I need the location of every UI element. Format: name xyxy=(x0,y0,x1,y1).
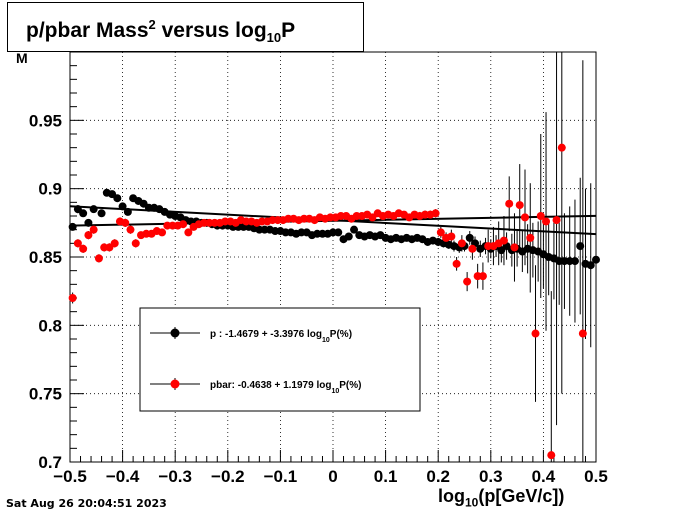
data-point-p xyxy=(118,202,127,211)
data-point-pbar xyxy=(536,212,545,220)
data-point-pbar xyxy=(510,243,519,252)
data-point-pbar xyxy=(89,225,98,234)
x-axis-label: log10(p[GeV/c]) xyxy=(438,486,565,510)
x-tick-label: 0.3 xyxy=(479,467,503,486)
data-point-pbar xyxy=(84,231,93,240)
data-point-pbar xyxy=(179,220,188,229)
x-tick-label: 0 xyxy=(328,467,337,486)
data-point-pbar xyxy=(526,233,535,242)
data-point-pbar xyxy=(94,254,103,263)
date-stamp: Sat Aug 26 20:04:51 2023 xyxy=(6,497,167,510)
data-point-pbar xyxy=(79,244,88,253)
data-point-p xyxy=(576,242,585,251)
legend-label: p : -1.4679 + -3.3976 log10P(%) xyxy=(210,329,352,344)
data-point-pbar xyxy=(557,143,566,152)
data-point-p xyxy=(586,261,595,270)
data-point-pbar xyxy=(552,216,561,225)
fit-line-1 xyxy=(69,214,597,227)
data-point-p xyxy=(68,222,77,231)
legend-label: pbar: -0.4638 + 1.1979 log10P(%) xyxy=(210,380,361,395)
data-point-p xyxy=(570,257,579,266)
data-point-pbar xyxy=(431,209,440,218)
x-tick-label: −0.4 xyxy=(106,467,140,486)
y-tick-label: 0.8 xyxy=(38,316,62,335)
data-point-p xyxy=(123,207,132,216)
data-point-pbar xyxy=(436,228,445,237)
data-point-pbar xyxy=(73,239,82,248)
data-point-pbar xyxy=(184,228,193,237)
data-point-pbar xyxy=(110,239,119,248)
data-point-pbar xyxy=(578,329,587,338)
data-point-pbar xyxy=(478,272,487,281)
data-point-pbar xyxy=(121,218,130,227)
data-point-p xyxy=(89,205,98,214)
data-point-pbar xyxy=(468,244,477,253)
data-point-pbar xyxy=(542,217,551,226)
data-point-pbar xyxy=(463,277,472,286)
data-point-pbar xyxy=(520,213,529,222)
chart-title: p/pbar Mass2 versus log10P xyxy=(26,17,296,46)
data-point-p xyxy=(113,194,122,203)
data-point-pbar xyxy=(505,199,514,208)
data-point-p xyxy=(97,209,106,218)
x-tick-label: 0.1 xyxy=(374,467,398,486)
x-tick-label: 0.4 xyxy=(532,467,556,486)
y-tick-label: 0.85 xyxy=(29,248,62,267)
x-tick-label: 0.5 xyxy=(584,467,608,486)
data-point-p xyxy=(334,228,343,237)
x-tick-label: −0.3 xyxy=(158,467,192,486)
legend-box xyxy=(139,307,421,412)
legend-marker xyxy=(170,328,180,338)
y-tick-label: 0.75 xyxy=(29,385,62,404)
data-point-p xyxy=(350,225,359,234)
data-point-pbar xyxy=(515,201,524,210)
data-point-pbar xyxy=(126,225,135,234)
legend-marker xyxy=(170,379,180,389)
data-point-p xyxy=(79,209,88,218)
data-point-pbar xyxy=(452,259,461,268)
x-tick-label: 0.2 xyxy=(426,467,450,486)
data-point-pbar xyxy=(531,329,540,338)
data-point-p xyxy=(465,233,474,242)
data-point-pbar xyxy=(131,239,140,248)
x-tick-label: −0.5 xyxy=(53,467,87,486)
data-point-p xyxy=(84,218,93,227)
y-axis-label-fragment: M xyxy=(16,50,28,66)
chart-title-box: p/pbar Mass2 versus log10P xyxy=(7,2,364,52)
y-tick-label: 0.9 xyxy=(38,180,62,199)
data-point-pbar xyxy=(457,239,466,248)
y-tick-label: 0.95 xyxy=(29,111,62,130)
data-point-pbar xyxy=(447,232,456,241)
x-tick-label: −0.1 xyxy=(264,467,298,486)
x-tick-label: −0.2 xyxy=(211,467,245,486)
data-point-p xyxy=(344,232,353,241)
data-point-pbar xyxy=(547,451,556,460)
y-tick-label: 0.7 xyxy=(38,453,62,472)
data-point-pbar xyxy=(68,294,77,302)
data-point-p xyxy=(592,255,600,264)
data-point-pbar xyxy=(499,236,508,245)
data-point-pbar xyxy=(158,228,167,237)
